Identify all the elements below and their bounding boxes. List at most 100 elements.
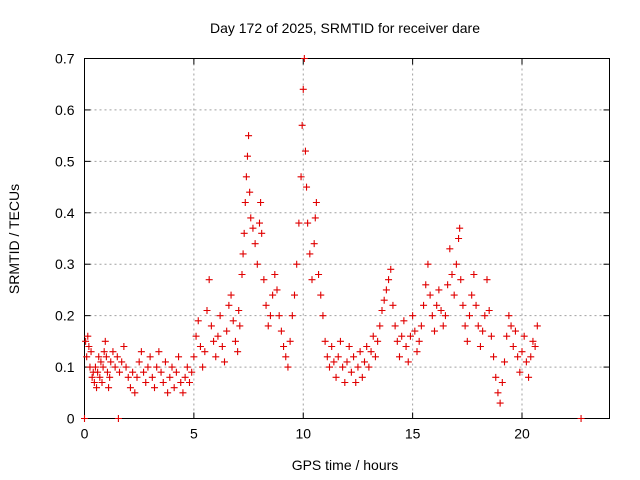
y-axis-label: SRMTID / TECUs (6, 184, 22, 294)
data-point (358, 373, 366, 381)
x-tick-label: 0 (81, 426, 89, 442)
data-point (133, 373, 141, 381)
data-point (374, 337, 382, 345)
data-point (452, 260, 460, 268)
data-point (183, 363, 191, 371)
data-point (431, 327, 438, 335)
data-point (126, 384, 134, 392)
data-point (365, 363, 373, 371)
data-point (336, 337, 344, 345)
data-point (527, 353, 535, 361)
data-point (251, 240, 259, 248)
data-point (84, 332, 92, 340)
data-point (406, 332, 414, 340)
data-point (131, 389, 139, 397)
data-point (299, 85, 307, 93)
data-point (96, 373, 104, 381)
data-point (341, 379, 349, 386)
data-point (382, 286, 390, 294)
x-axis: 0 5 10 15 20 (81, 58, 530, 442)
data-point (371, 353, 379, 361)
data-point (170, 384, 178, 392)
y-tick-label: 0.1 (55, 359, 75, 375)
data-point (81, 415, 88, 422)
data-point (298, 121, 306, 129)
data-point (221, 358, 228, 366)
data-point (166, 373, 174, 381)
data-point (422, 281, 430, 289)
data-point (328, 343, 336, 350)
data-point (201, 348, 209, 356)
data-point (288, 312, 296, 320)
data-point (231, 337, 239, 345)
data-point (225, 301, 233, 309)
data-point (212, 353, 220, 361)
data-point (315, 271, 323, 278)
data-point (135, 358, 143, 366)
data-point (196, 343, 204, 350)
data-point (345, 343, 353, 350)
data-point (116, 368, 123, 376)
data-point (389, 301, 397, 309)
x-tick-label: 5 (190, 426, 198, 442)
data-point (114, 415, 122, 422)
data-point (207, 322, 215, 330)
data-point (387, 265, 395, 273)
data-point (238, 271, 246, 278)
data-point (257, 199, 265, 206)
data-point (144, 363, 152, 371)
data-point (531, 343, 539, 350)
data-point (352, 379, 360, 386)
data-point (461, 322, 469, 330)
data-point (87, 348, 95, 356)
data-point (258, 229, 266, 237)
data-point (518, 348, 526, 356)
data-point (456, 224, 464, 232)
data-point (129, 368, 137, 376)
data-point (354, 363, 362, 371)
data-point (256, 219, 263, 227)
data-point (439, 322, 447, 330)
data-point (172, 368, 180, 376)
y-tick-label: 0.7 (55, 51, 75, 67)
data-point (284, 363, 292, 371)
data-point (95, 353, 103, 361)
data-point (236, 322, 244, 330)
data-point (124, 373, 132, 381)
data-point (481, 312, 489, 320)
data-point (103, 368, 111, 376)
data-point (323, 353, 331, 361)
chart-title: Day 172 of 2025, SRMTID for receiver dar… (210, 20, 480, 36)
data-point (350, 353, 358, 361)
x-tick-label: 20 (514, 426, 530, 442)
data-point (291, 291, 298, 299)
y-tick-label: 0.5 (55, 153, 75, 169)
data-point (297, 173, 305, 181)
data-point (235, 307, 243, 314)
data-point (378, 307, 386, 314)
data-point (188, 368, 196, 376)
x-tick-label: 15 (405, 426, 421, 442)
data-point (472, 301, 480, 309)
data-point (306, 250, 314, 258)
data-point (102, 353, 110, 361)
data-point (369, 332, 377, 340)
data-point (509, 343, 517, 350)
data-point (420, 301, 428, 309)
data-point (295, 219, 303, 227)
data-point (157, 368, 165, 376)
data-point (190, 353, 198, 361)
data-point (577, 415, 585, 422)
data-point (312, 199, 320, 206)
data-point (218, 343, 226, 350)
data-point (310, 240, 318, 248)
data-point (433, 301, 441, 309)
data-point (88, 373, 96, 381)
data-point (229, 317, 237, 325)
data-point (402, 343, 410, 350)
data-point (317, 291, 325, 299)
x-axis-label: GPS time / hours (292, 457, 399, 473)
data-point (91, 363, 99, 371)
data-point (501, 358, 508, 366)
